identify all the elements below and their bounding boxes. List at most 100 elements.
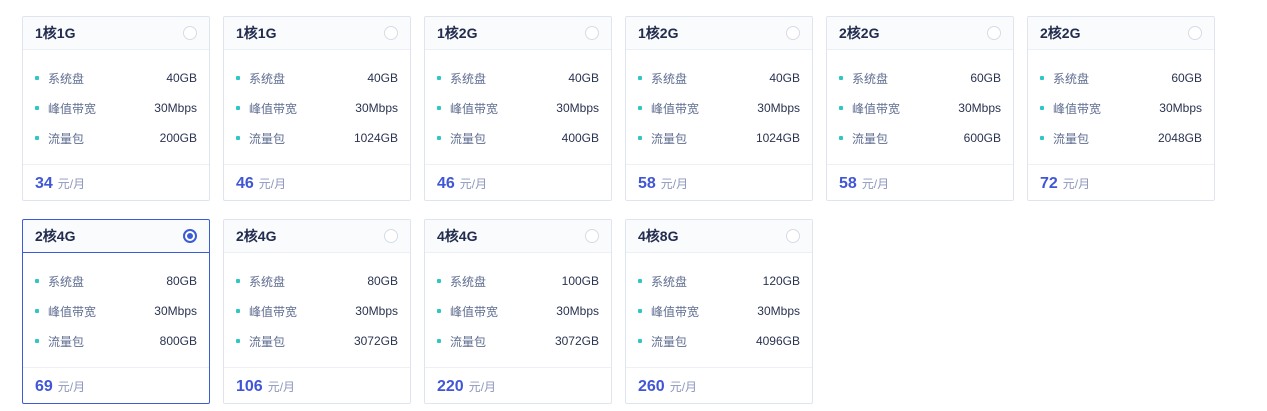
price-unit: 元/月 [468,380,497,394]
bullet-icon [236,136,240,140]
plan-card[interactable]: 4核8G 系统盘 120GB 峰值带宽 30Mbps 流量包 4096GB 26… [625,219,813,404]
plan-card[interactable]: 2核2G 系统盘 60GB 峰值带宽 30Mbps 流量包 2048GB 72 … [1027,16,1215,201]
radio-button-icon[interactable] [585,26,599,40]
plan-price: 260 元/月 [626,367,812,405]
plan-name: 1核2G [437,25,478,41]
spec-value-traffic: 1024GB [755,131,800,145]
radio-button-icon[interactable] [384,26,398,40]
spec-value-traffic: 400GB [561,131,599,145]
price-unit: 元/月 [258,177,287,191]
spec-row-disk: 系统盘 40GB [35,63,197,93]
price-unit: 元/月 [660,177,689,191]
spec-value-traffic: 2048GB [1157,131,1202,145]
spec-value-traffic: 1024GB [353,131,398,145]
bullet-icon [638,136,642,140]
bullet-icon [35,309,39,313]
price-number: 260 [638,377,665,395]
spec-row-traffic: 流量包 3072GB [437,326,599,356]
price-unit: 元/月 [669,380,698,394]
plan-card-header: 1核2G [425,17,611,50]
spec-label-bandwidth: 峰值带宽 [1053,101,1102,116]
bullet-icon [35,76,39,80]
spec-row-disk: 系统盘 40GB [638,63,800,93]
plan-card[interactable]: 1核2G 系统盘 40GB 峰值带宽 30Mbps 流量包 1024GB 58 … [625,16,813,201]
plan-card[interactable]: 1核1G 系统盘 40GB 峰值带宽 30Mbps 流量包 200GB 34 元… [22,16,210,201]
bullet-icon [35,339,39,343]
spec-row-bandwidth: 峰值带宽 30Mbps [839,93,1001,123]
plan-card[interactable]: 2核4G 系统盘 80GB 峰值带宽 30Mbps 流量包 800GB 69 元… [22,219,210,404]
spec-value-disk: 100GB [561,274,599,288]
spec-label-disk: 系统盘 [852,71,889,86]
plan-card-header: 4核4G [425,220,611,253]
plan-specs: 系统盘 100GB 峰值带宽 30Mbps 流量包 3072GB [425,253,611,367]
spec-value-traffic: 4096GB [755,334,800,348]
bullet-icon [236,76,240,80]
spec-row-disk: 系统盘 80GB [35,266,197,296]
plan-specs: 系统盘 40GB 峰值带宽 30Mbps 流量包 1024GB [224,50,410,164]
plan-card[interactable]: 1核2G 系统盘 40GB 峰值带宽 30Mbps 流量包 400GB 46 元… [424,16,612,201]
price-number: 69 [35,377,53,395]
plan-price: 58 元/月 [827,164,1013,202]
radio-button-icon[interactable] [183,26,197,40]
radio-button-icon[interactable] [987,26,1001,40]
bullet-icon [437,136,441,140]
bullet-icon [839,136,843,140]
plan-card[interactable]: 2核4G 系统盘 80GB 峰值带宽 30Mbps 流量包 3072GB 106… [223,219,411,404]
price-number: 58 [839,174,857,192]
spec-label-bandwidth: 峰值带宽 [852,101,901,116]
spec-value-traffic: 3072GB [353,334,398,348]
bullet-icon [638,106,642,110]
spec-row-bandwidth: 峰值带宽 30Mbps [638,93,800,123]
radio-button-icon[interactable] [384,229,398,243]
radio-button-icon[interactable] [786,26,800,40]
plan-card[interactable]: 4核4G 系统盘 100GB 峰值带宽 30Mbps 流量包 3072GB 22… [424,219,612,404]
plan-card-header: 1核1G [23,17,209,50]
plan-card[interactable]: 1核1G 系统盘 40GB 峰值带宽 30Mbps 流量包 1024GB 46 … [223,16,411,201]
spec-value-traffic: 3072GB [554,334,599,348]
plan-price: 69 元/月 [23,367,209,405]
spec-value-traffic: 600GB [963,131,1001,145]
spec-value-disk: 40GB [367,71,398,85]
spec-value-bandwidth: 30Mbps [958,101,1001,115]
spec-value-bandwidth: 30Mbps [355,304,398,318]
plan-specs: 系统盘 60GB 峰值带宽 30Mbps 流量包 2048GB [1028,50,1214,164]
spec-label-traffic: 流量包 [1053,131,1090,146]
plan-specs: 系统盘 40GB 峰值带宽 30Mbps 流量包 400GB [425,50,611,164]
radio-button-icon[interactable] [786,229,800,243]
spec-label-disk: 系统盘 [249,274,286,289]
plan-price: 46 元/月 [224,164,410,202]
plan-specs: 系统盘 40GB 峰值带宽 30Mbps 流量包 200GB [23,50,209,164]
spec-label-traffic: 流量包 [450,131,487,146]
bullet-icon [35,106,39,110]
plan-specs: 系统盘 80GB 峰值带宽 30Mbps 流量包 800GB [23,253,209,367]
spec-row-bandwidth: 峰值带宽 30Mbps [35,93,197,123]
plan-card[interactable]: 2核2G 系统盘 60GB 峰值带宽 30Mbps 流量包 600GB 58 元… [826,16,1014,201]
bullet-icon [638,76,642,80]
bullet-icon [236,309,240,313]
spec-value-disk: 40GB [769,71,800,85]
radio-button-icon[interactable] [1188,26,1202,40]
bullet-icon [35,279,39,283]
plan-specs: 系统盘 60GB 峰值带宽 30Mbps 流量包 600GB [827,50,1013,164]
bullet-icon [638,309,642,313]
spec-value-bandwidth: 30Mbps [355,101,398,115]
price-number: 72 [1040,174,1058,192]
bullet-icon [839,76,843,80]
spec-label-disk: 系统盘 [249,71,286,86]
bullet-icon [437,76,441,80]
spec-value-bandwidth: 30Mbps [556,101,599,115]
price-unit: 元/月 [57,380,86,394]
spec-value-disk: 60GB [970,71,1001,85]
plan-name: 2核2G [1040,25,1081,41]
spec-label-disk: 系统盘 [651,71,688,86]
bullet-icon [839,106,843,110]
spec-label-disk: 系统盘 [48,274,85,289]
spec-row-traffic: 流量包 1024GB [236,123,398,153]
plan-specs: 系统盘 120GB 峰值带宽 30Mbps 流量包 4096GB [626,253,812,367]
radio-button-icon[interactable] [585,229,599,243]
price-unit: 元/月 [1062,177,1091,191]
spec-row-bandwidth: 峰值带宽 30Mbps [236,296,398,326]
spec-value-disk: 60GB [1171,71,1202,85]
radio-button-icon[interactable] [183,229,197,243]
bullet-icon [437,106,441,110]
